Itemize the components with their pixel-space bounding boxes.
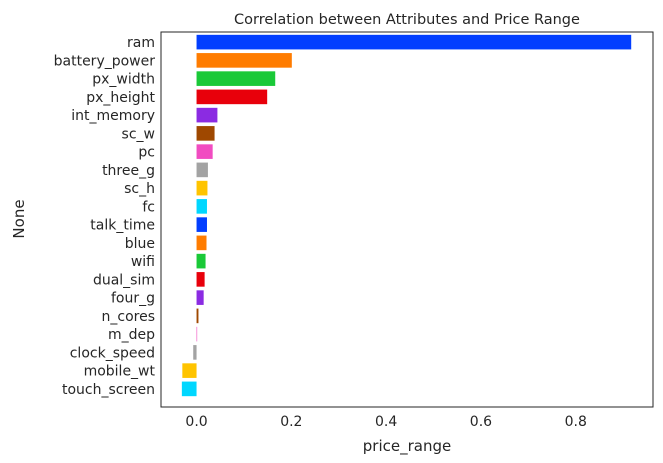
y-tick-label-px_width: px_width	[92, 72, 155, 88]
x-tick-label: 0.2	[280, 414, 302, 430]
y-tick-label-fc: fc	[142, 199, 155, 215]
plot-frame	[160, 31, 654, 408]
y-tick-label-battery_power: battery_power	[54, 53, 156, 69]
y-tick-label-dual_sim: dual_sim	[93, 272, 155, 288]
y-tick-label-talk_time: talk_time	[90, 218, 155, 234]
bar-pc	[196, 144, 213, 159]
y-tick-labels: ram battery_power px_width px_height int_mem…	[54, 35, 156, 398]
bar-m_dep	[196, 326, 198, 342]
y-tick-label-ram: ram	[127, 35, 155, 51]
bar-sc_w	[196, 126, 215, 141]
bar-ram	[196, 34, 632, 50]
y-tick-label-clock_speed: clock_speed	[70, 345, 155, 361]
x-tick-label: 0.6	[470, 414, 492, 430]
bar-dual_sim	[196, 272, 205, 287]
bar-px_width	[196, 71, 276, 86]
bar-mobile_wt	[182, 363, 197, 378]
y-tick-label-blue: blue	[125, 236, 155, 252]
y-tick-label-sc_w: sc_w	[122, 126, 155, 142]
y-tick-label-px_height: px_height	[86, 90, 155, 106]
bar-px_height	[196, 89, 268, 105]
y-tick-label-int_memory: int_memory	[71, 108, 155, 124]
bar-talk_time	[196, 217, 207, 232]
bar-int_memory	[196, 107, 218, 123]
y-tick-label-m_dep: m_dep	[108, 327, 155, 343]
bars-group	[181, 34, 632, 397]
bar-sc_h	[196, 180, 208, 196]
x-tick-label: 0.8	[565, 414, 587, 430]
y-tick-label-n_cores: n_cores	[102, 309, 156, 325]
y-tick-label-sc_h: sc_h	[124, 181, 155, 197]
y-tick-label-four_g: four_g	[111, 291, 155, 307]
bar-blue	[196, 235, 207, 251]
bar-fc	[196, 199, 207, 214]
bar-battery_power	[196, 53, 292, 68]
y-axis-label: None	[10, 199, 28, 238]
y-tick-label-mobile_wt: mobile_wt	[84, 364, 156, 380]
y-tick-label-wifi: wifi	[131, 254, 155, 270]
bar-three_g	[196, 162, 208, 178]
x-axis-label: price_range	[363, 437, 451, 456]
chart-title: Correlation between Attributes and Price…	[234, 12, 580, 28]
x-tick-labels: 0.0 0.2 0.4 0.6 0.8	[185, 414, 586, 430]
y-tick-label-touch_screen: touch_screen	[62, 382, 155, 398]
bar-n_cores	[196, 308, 199, 324]
y-tick-label-three_g: three_g	[102, 163, 155, 179]
y-tick-label-pc: pc	[138, 145, 155, 161]
x-tick-label: 0.4	[375, 414, 397, 430]
bar-clock_speed	[193, 345, 197, 360]
bar-touch_screen	[181, 381, 197, 397]
x-tick-label: 0.0	[185, 414, 207, 430]
bar-four_g	[196, 290, 204, 305]
bar-wifi	[196, 253, 206, 269]
